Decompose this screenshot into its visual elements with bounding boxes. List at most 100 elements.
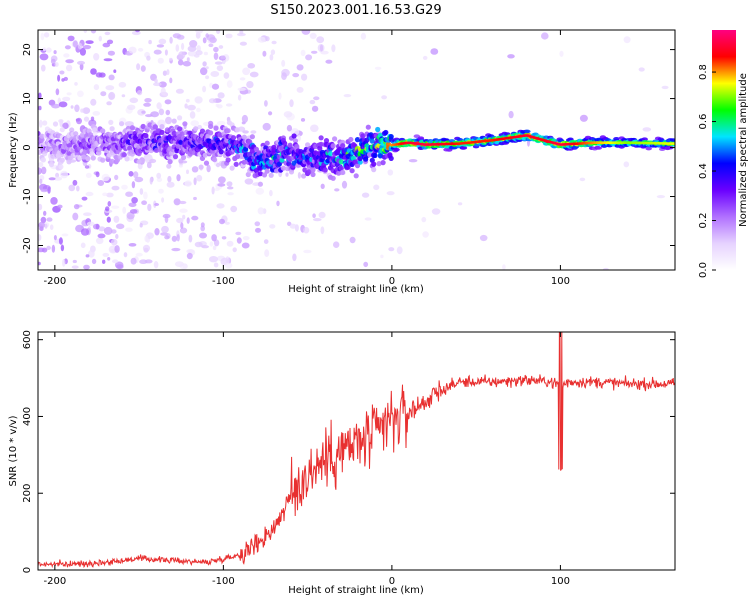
heatmap-cell	[257, 181, 263, 187]
heatmap-cell	[656, 195, 666, 199]
heatmap-cell	[121, 184, 128, 190]
heatmap-cell	[212, 245, 217, 251]
heatmap-cell	[85, 172, 92, 178]
heatmap-cell	[95, 72, 103, 78]
heatmap-cell	[153, 49, 162, 55]
colorbar: 0.0 0.2 0.4 0.6 0.8 Normalized spectral ampl…	[698, 30, 749, 278]
heatmap-cell	[103, 226, 113, 235]
heatmap-cell	[642, 127, 652, 132]
heatmap-cell	[159, 129, 165, 135]
heatmap-cell	[129, 125, 135, 131]
heatmap-cell	[212, 157, 218, 163]
heatmap-cell	[54, 62, 59, 67]
heatmap-cell	[233, 161, 239, 167]
heatmap-cell	[50, 58, 56, 64]
heatmap-cell	[90, 30, 97, 34]
heatmap-cell	[77, 42, 83, 50]
heatmap-cell	[220, 55, 226, 60]
heatmap-cell	[318, 141, 324, 147]
heatmap-cell	[40, 32, 45, 41]
heatmap-cell	[40, 216, 47, 224]
heatmap-cell	[348, 136, 354, 143]
heatmap-cell	[159, 124, 165, 130]
heatmap-cell	[38, 203, 43, 211]
heatmap-cell	[40, 188, 48, 193]
heatmap-cell	[300, 118, 306, 122]
heatmap-cell	[140, 123, 146, 130]
heatmap-cell	[114, 174, 119, 181]
heatmap-cell	[313, 218, 322, 222]
heatmap-cell	[239, 77, 246, 81]
heatmap-cell	[51, 103, 60, 109]
heatmap-cell	[43, 32, 50, 38]
colorbar-tick-label: 0.8	[698, 64, 709, 80]
heatmap-cell	[198, 164, 204, 170]
heatmap-cell	[187, 104, 196, 111]
heatmap-cell	[261, 172, 268, 178]
heatmap-cell	[422, 55, 428, 60]
heatmap-cell	[128, 202, 137, 208]
heatmap-cell	[216, 162, 220, 168]
heatmap-cell	[143, 102, 152, 107]
heatmap-cell	[113, 215, 120, 223]
heatmap-cell	[38, 234, 42, 241]
heatmap-cell	[76, 117, 82, 125]
heatmap-cell	[153, 261, 159, 269]
heatmap-cell	[38, 167, 42, 175]
heatmap-cell	[325, 59, 333, 64]
heatmap-cell	[193, 177, 197, 186]
heatmap-cell	[71, 265, 79, 269]
heatmap-cell	[292, 253, 297, 262]
heatmap-cell	[72, 259, 77, 264]
x-tick-label: -100	[212, 276, 235, 287]
heatmap-cell	[44, 223, 48, 229]
heatmap-cell	[175, 88, 184, 94]
heatmap-cell	[41, 166, 47, 175]
heatmap-cell	[263, 239, 269, 245]
heatmap-cell	[90, 98, 97, 106]
heatmap-cell	[65, 59, 74, 64]
heatmap-cell	[179, 208, 188, 213]
heatmap-cell	[172, 33, 182, 39]
heatmap-cell	[61, 233, 69, 237]
heatmap-cell	[281, 59, 286, 67]
heatmap-cell	[361, 192, 370, 198]
heatmap-cell	[43, 210, 47, 216]
heatmap-cell	[136, 63, 141, 71]
heatmap-cell	[154, 228, 160, 236]
heatmap-cell	[121, 152, 127, 158]
heatmap-cell	[280, 165, 286, 171]
heatmap-cell	[95, 223, 100, 230]
heatmap-cell	[318, 135, 324, 141]
snr-y-label: SNR (10 * v/v)	[8, 415, 19, 486]
heatmap-cell	[336, 170, 342, 176]
heatmap-cell	[108, 119, 114, 125]
heatmap-cell	[230, 205, 238, 213]
heatmap-cell	[76, 185, 80, 192]
heatmap-cell	[176, 234, 180, 242]
heatmap-cell	[241, 242, 250, 249]
heatmap-cell	[292, 138, 299, 144]
heatmap-cell	[219, 218, 225, 225]
heatmap-cell	[508, 110, 514, 119]
heatmap-cell	[232, 247, 237, 253]
heatmap-cell	[60, 170, 69, 179]
heatmap-cell	[82, 107, 91, 114]
heatmap-cell	[128, 46, 137, 54]
heatmap-cell	[111, 205, 120, 209]
heatmap-cell	[39, 119, 43, 128]
heatmap-cell	[186, 57, 190, 62]
heatmap-cell	[313, 96, 320, 101]
heatmap-cell	[218, 149, 224, 155]
heatmap-cell	[137, 47, 144, 52]
heatmap-cell	[306, 169, 312, 175]
heatmap-cell	[137, 90, 143, 96]
heatmap-cell	[98, 35, 103, 42]
heatmap-cell	[184, 180, 192, 187]
heatmap-cell	[166, 69, 170, 76]
heatmap-cell	[388, 247, 395, 252]
heatmap-cell	[354, 163, 361, 169]
heatmap-cell	[213, 125, 219, 131]
heatmap-cell	[507, 54, 515, 59]
heatmap-cell	[90, 155, 96, 161]
